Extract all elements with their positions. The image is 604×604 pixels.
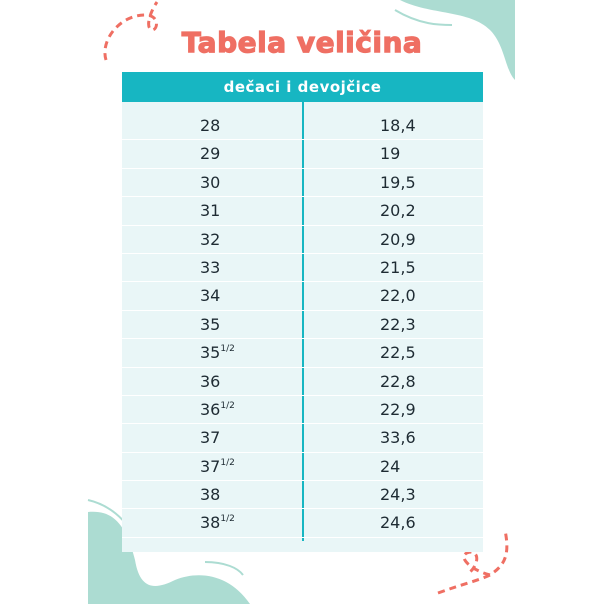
dashed-loop-bottom-right [437,529,509,595]
dashed-loop-top-left [103,1,159,61]
table-row: 33 21,5 [122,254,483,283]
table-header: dečaci i devojčice [122,72,483,102]
swoosh-bottom-middle [204,561,244,576]
blob-top-right [400,0,515,80]
table-row: 36 22,8 [122,368,483,396]
size-number: 33 [200,257,221,277]
size-table: dečaci i devojčice 28 18,4 29 19 30 19,5 31 20,… [122,72,483,552]
shoe-size: 38 [200,481,220,509]
table-row: 29 19 [122,140,483,169]
table-row: 38 24,3 [122,481,483,510]
foot-length-cm: 21,5 [380,257,416,277]
table-row: 37 33,6 [122,424,483,453]
size-number: 34 [200,286,221,306]
foot-length-cm: 20,2 [380,201,416,221]
table-row: 361/2 22,9 [122,396,483,425]
swoosh-top-right [394,9,453,26]
size-number: 37 [200,456,221,476]
size-number: 38 [200,513,221,533]
table-row: 34 22,0 [122,282,483,311]
shoe-size: 351/2 [200,339,235,367]
size-number: 37 [200,428,221,448]
size-number: 35 [200,343,221,363]
foot-length-cm: 19 [380,144,401,164]
size-number: 36 [200,371,221,391]
page-title: Tabela veličina [181,25,423,59]
table-row: 28 18,4 [122,112,483,141]
shoe-size: 29 [200,140,220,168]
table-row: 30 19,5 [122,169,483,198]
size-fraction: 1/2 [220,344,235,355]
shoe-size: 34 [200,282,220,310]
size-fraction: 1/2 [220,400,235,411]
size-number: 31 [200,201,221,221]
table-row: 31 20,2 [122,197,483,226]
foot-length-cm: 22,0 [380,286,416,306]
size-number: 32 [200,229,221,249]
size-number: 29 [200,144,221,164]
size-number: 30 [200,172,221,192]
shoe-size: 37 [200,424,220,452]
shoe-size: 31 [200,197,220,225]
table-body: 28 18,4 29 19 30 19,5 31 20,2 32 20,9 33 21,5 34 22,0… [122,112,483,538]
foot-length-cm: 22,8 [380,371,416,391]
column-divider [302,102,304,541]
shoe-size: 371/2 [200,453,235,481]
foot-length-cm: 24 [380,456,401,476]
size-number: 36 [200,399,221,419]
foot-length-cm: 24,6 [380,513,416,533]
foot-length-cm: 22,9 [380,399,416,419]
size-fraction: 1/2 [220,514,235,525]
shoe-size: 361/2 [200,396,235,424]
shoe-size: 36 [200,368,220,396]
shoe-size: 381/2 [200,509,235,537]
shoe-size: 35 [200,311,220,339]
shoe-size: 32 [200,226,220,254]
foot-length-cm: 24,3 [380,485,416,505]
size-number: 35 [200,314,221,334]
shoe-size: 33 [200,254,220,282]
table-row: 381/2 24,6 [122,509,483,538]
shoe-size: 28 [200,112,220,140]
table-row: 32 20,9 [122,226,483,254]
foot-length-cm: 22,3 [380,314,416,334]
shoe-size: 30 [200,169,220,197]
table-row: 371/2 24 [122,453,483,482]
foot-length-cm: 18,4 [380,116,416,135]
blob-bottom-left [88,511,250,604]
size-number: 38 [200,485,221,505]
foot-length-cm: 20,9 [380,229,416,249]
foot-length-cm: 33,6 [380,428,416,448]
size-fraction: 1/2 [220,457,235,468]
foot-length-cm: 22,5 [380,343,416,363]
size-number: 28 [200,116,221,135]
table-row: 351/2 22,5 [122,339,483,368]
table-row: 35 22,3 [122,311,483,340]
foot-length-cm: 19,5 [380,172,416,192]
